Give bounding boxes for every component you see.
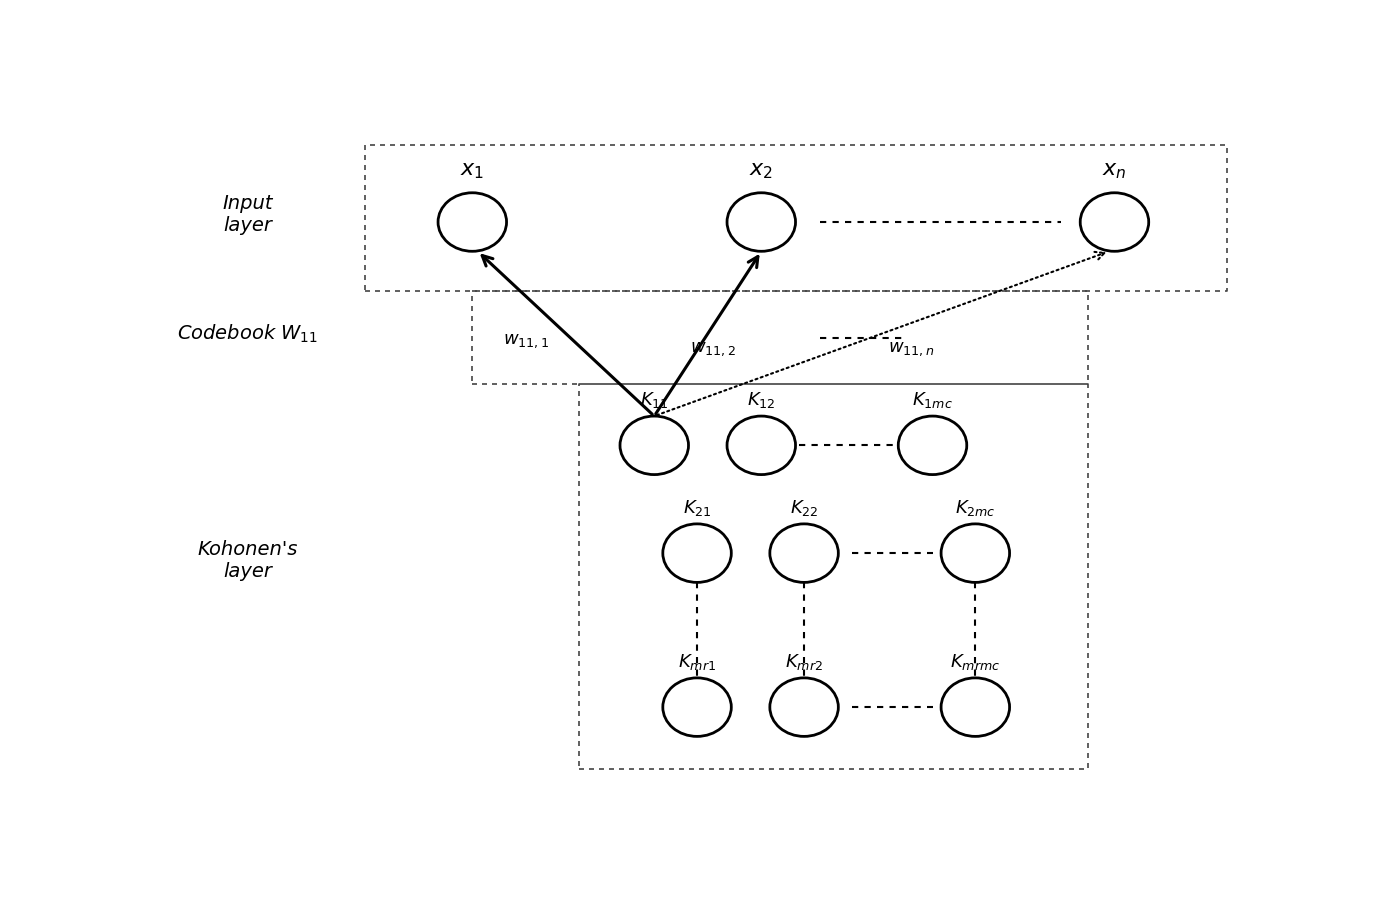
- Text: $K_{12}$: $K_{12}$: [747, 390, 776, 410]
- Text: Codebook $W_{11}$: Codebook $W_{11}$: [177, 323, 318, 345]
- Ellipse shape: [940, 678, 1010, 736]
- Text: Kohonen's
layer: Kohonen's layer: [197, 541, 298, 581]
- Ellipse shape: [726, 416, 795, 474]
- Text: $K_{21}$: $K_{21}$: [682, 498, 711, 518]
- Ellipse shape: [620, 416, 689, 474]
- Text: $x_1$: $x_1$: [460, 161, 485, 181]
- Ellipse shape: [769, 524, 838, 582]
- Ellipse shape: [898, 416, 967, 474]
- Text: $K_{11}$: $K_{11}$: [639, 390, 668, 410]
- Ellipse shape: [663, 678, 732, 736]
- Text: $w_{11,1}$: $w_{11,1}$: [503, 332, 548, 350]
- Ellipse shape: [1080, 193, 1149, 251]
- Text: Input
layer: Input layer: [222, 194, 273, 235]
- Ellipse shape: [438, 193, 507, 251]
- Ellipse shape: [726, 193, 795, 251]
- Text: $K_{2mc}$: $K_{2mc}$: [956, 498, 996, 518]
- Text: $w_{11,n}$: $w_{11,n}$: [888, 340, 935, 358]
- Text: $K_{mr1}$: $K_{mr1}$: [678, 652, 717, 672]
- Text: $x_2$: $x_2$: [750, 161, 773, 181]
- Text: $K_{mr2}$: $K_{mr2}$: [784, 652, 823, 672]
- Text: $K_{1mc}$: $K_{1mc}$: [911, 390, 953, 410]
- Text: $K_{mrmc}$: $K_{mrmc}$: [950, 652, 1000, 672]
- Ellipse shape: [769, 678, 838, 736]
- Ellipse shape: [940, 524, 1010, 582]
- Text: $K_{22}$: $K_{22}$: [790, 498, 819, 518]
- Text: $x_n$: $x_n$: [1102, 161, 1127, 181]
- Ellipse shape: [663, 524, 732, 582]
- Text: $w_{11,2}$: $w_{11,2}$: [690, 340, 736, 358]
